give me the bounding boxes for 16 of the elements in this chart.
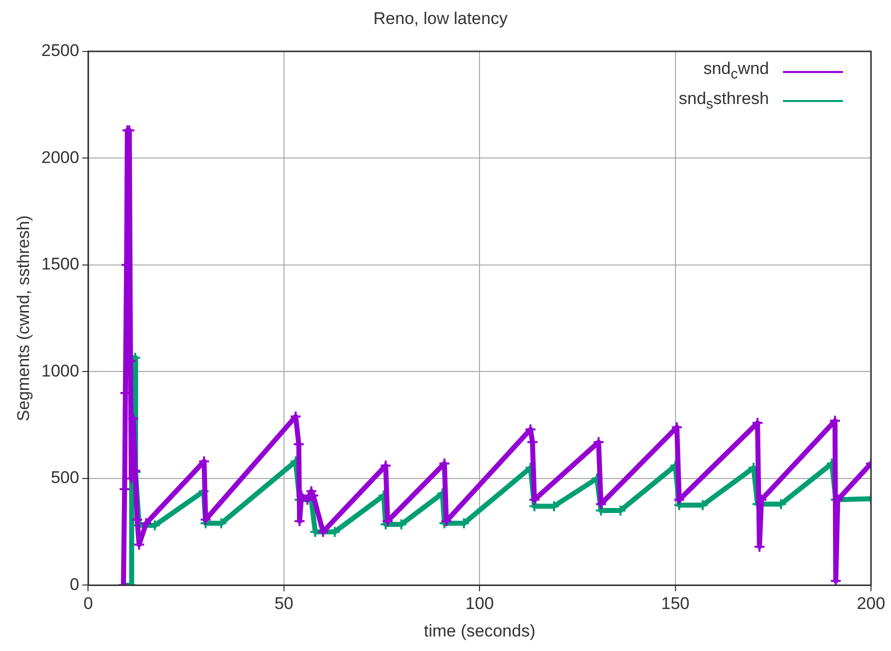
- x-tick-label: 200: [856, 594, 886, 614]
- y-tick-label: 0: [70, 574, 80, 594]
- x-tick-label: 50: [274, 594, 294, 614]
- y-tick-label: 2500: [41, 41, 80, 60]
- x-tick-label: 150: [661, 594, 690, 614]
- y-tick-label: 1500: [41, 254, 80, 274]
- y-axis-title: Segments (cwnd, ssthresh): [14, 215, 33, 422]
- x-axis-title: time (seconds): [424, 621, 536, 640]
- y-tick-label: 1000: [41, 361, 80, 380]
- x-tick-label: 0: [83, 594, 93, 614]
- y-tick-label: 2000: [41, 148, 80, 167]
- legend-label: snd$_{c}$wnd: [703, 58, 769, 85]
- chart-title: Reno, low latency: [373, 8, 508, 28]
- legend-label: snd$_{s}$sthresh: [678, 88, 769, 114]
- x-tick-label: 100: [465, 594, 494, 614]
- y-tick-label: 500: [50, 468, 80, 488]
